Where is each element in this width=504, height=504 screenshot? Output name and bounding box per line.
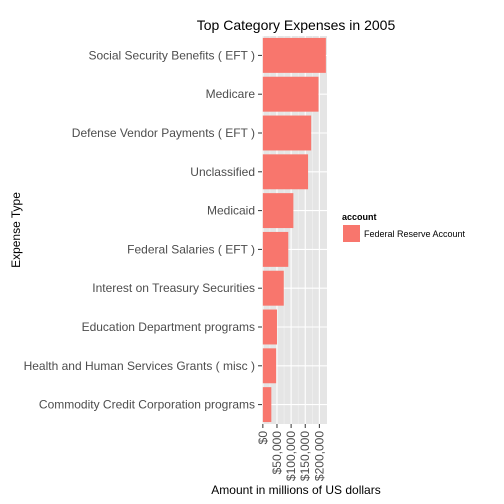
bar-medicaid xyxy=(262,193,294,229)
y-tick-label-commodity-credit-corporation-programs: Commodity Credit Corporation programs xyxy=(39,398,255,412)
y-tick-label-education-department-programs: Education Department programs xyxy=(82,320,255,334)
x-tick-label: $200,000 xyxy=(312,431,326,481)
bar-defense-vendor-payments-eft xyxy=(262,115,312,151)
y-tick-label-interest-on-treasury-securities: Interest on Treasury Securities xyxy=(92,281,255,295)
bar-social-security-benefits-eft xyxy=(262,37,326,73)
bar-interest-on-treasury-securities xyxy=(262,270,284,306)
x-axis-title: Amount in millions of US dollars xyxy=(211,483,380,497)
legend-key-federal-reserve-account xyxy=(343,225,360,242)
x-axis-ticks: $0 $50,000 $100,000 $150,000 $200,000 xyxy=(256,424,326,481)
y-axis-ticks: Social Security Benefits ( EFT ) Medicare… xyxy=(24,48,262,412)
chart-title: Top Category Expenses in 2005 xyxy=(197,17,396,33)
x-tick-label: $50,000 xyxy=(270,431,284,475)
y-tick-label-federal-salaries-eft: Federal Salaries ( EFT ) xyxy=(127,242,255,256)
y-tick-label-medicaid: Medicaid xyxy=(207,204,255,218)
bar-commodity-credit-corporation-programs xyxy=(262,387,272,423)
x-tick-label: $150,000 xyxy=(298,431,312,481)
y-tick-label-social-security-benefits-eft: Social Security Benefits ( EFT ) xyxy=(89,48,256,62)
y-axis-title: Expense Type xyxy=(9,192,23,268)
y-tick-label-unclassified: Unclassified xyxy=(190,165,255,179)
legend: account Federal Reserve Account xyxy=(342,212,466,242)
x-tick-label: $0 xyxy=(256,431,270,445)
legend-label-federal-reserve-account: Federal Reserve Account xyxy=(364,229,466,239)
bar-unclassified xyxy=(262,154,309,190)
bars xyxy=(262,37,326,423)
plot-panel xyxy=(262,36,327,424)
y-tick-label-medicare: Medicare xyxy=(206,87,256,101)
y-tick-label-health-and-human-services-grants-misc: Health and Human Services Grants ( misc … xyxy=(24,359,255,373)
bar-federal-salaries-eft xyxy=(262,231,289,267)
bar-health-and-human-services-grants-misc xyxy=(262,348,277,384)
bar-medicare xyxy=(262,76,319,112)
x-tick-label: $100,000 xyxy=(284,431,298,481)
legend-title: account xyxy=(342,212,377,222)
y-tick-label-defense-vendor-payments-eft: Defense Vendor Payments ( EFT ) xyxy=(72,126,255,140)
bar-education-department-programs xyxy=(262,309,277,345)
